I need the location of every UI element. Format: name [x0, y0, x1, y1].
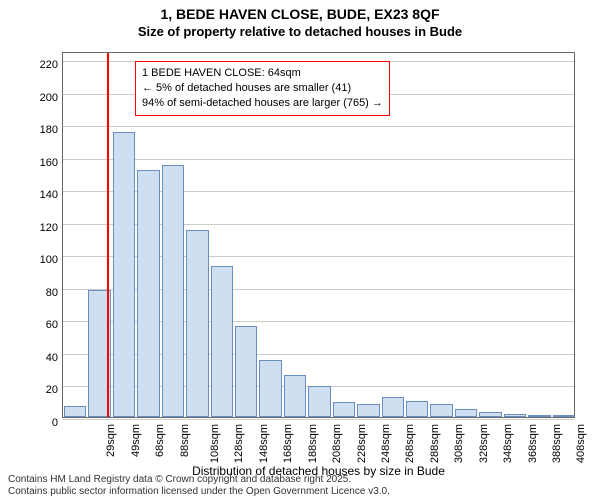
x-tick-label: 208sqm	[331, 424, 343, 463]
x-tick-label: 368sqm	[527, 424, 539, 463]
histogram-bar	[504, 414, 526, 417]
annot-line-3: 94% of semi-detached houses are larger (…	[142, 96, 383, 111]
histogram-bar	[235, 326, 257, 417]
y-tick-label: 220	[26, 59, 58, 71]
x-tick-label: 288sqm	[429, 424, 441, 463]
footer-attribution: Contains HM Land Registry data © Crown c…	[8, 474, 390, 498]
gridline	[63, 126, 574, 127]
histogram-bar	[528, 415, 550, 417]
y-tick-label: 80	[26, 287, 58, 299]
x-tick-label: 268sqm	[404, 424, 416, 463]
histogram-bar	[479, 412, 501, 417]
y-tick-label: 60	[26, 319, 58, 331]
x-tick-label: 128sqm	[233, 424, 245, 463]
x-tick-label: 348sqm	[502, 424, 514, 463]
x-tick-label: 328sqm	[478, 424, 490, 463]
gridline	[63, 159, 574, 160]
histogram-bar	[259, 360, 281, 417]
footer-line-1: Contains HM Land Registry data © Crown c…	[8, 474, 390, 486]
chart-container: 1, BEDE HAVEN CLOSE, BUDE, EX23 8QF Size…	[0, 0, 600, 500]
footer-line-2: Contains public sector information licen…	[8, 486, 390, 498]
annot-line-1: 1 BEDE HAVEN CLOSE: 64sqm	[142, 66, 383, 81]
chart-title-address: 1, BEDE HAVEN CLOSE, BUDE, EX23 8QF	[0, 6, 600, 22]
histogram-bar	[284, 375, 306, 417]
y-tick-label: 160	[26, 157, 58, 169]
x-tick-label: 68sqm	[154, 424, 166, 457]
histogram-bar	[308, 386, 330, 417]
histogram-bar	[211, 266, 233, 417]
x-tick-label: 308sqm	[453, 424, 465, 463]
annot-line-2: ← 5% of detached houses are smaller (41)	[142, 81, 383, 96]
x-tick-label: 248sqm	[380, 424, 392, 463]
x-tick-label: 108sqm	[209, 424, 221, 463]
x-tick-label: 88sqm	[179, 424, 191, 457]
y-tick-label: 180	[26, 124, 58, 136]
histogram-bar	[64, 406, 86, 417]
y-tick-label: 20	[26, 384, 58, 396]
property-marker-line	[107, 53, 109, 417]
histogram-bar	[333, 402, 355, 417]
histogram-bar	[406, 401, 428, 417]
histogram-bar	[113, 132, 135, 417]
y-tick-label: 140	[26, 189, 58, 201]
x-tick-label: 188sqm	[307, 424, 319, 463]
marker-annotation: 1 BEDE HAVEN CLOSE: 64sqm ← 5% of detach…	[135, 61, 390, 116]
title-block: 1, BEDE HAVEN CLOSE, BUDE, EX23 8QF Size…	[0, 0, 600, 39]
histogram-bar	[382, 397, 404, 417]
histogram-bar	[430, 404, 452, 417]
y-tick-label: 100	[26, 254, 58, 266]
histogram-bar	[553, 415, 575, 417]
histogram-bar	[186, 230, 208, 417]
gridline	[63, 419, 574, 420]
y-tick-label: 0	[26, 417, 58, 429]
x-tick-label: 148sqm	[258, 424, 270, 463]
histogram-bar	[357, 404, 379, 417]
y-tick-label: 200	[26, 92, 58, 104]
x-tick-label: 29sqm	[105, 424, 117, 457]
y-tick-label: 40	[26, 352, 58, 364]
histogram-bar	[162, 165, 184, 417]
x-tick-label: 228sqm	[356, 424, 368, 463]
histogram-bar	[455, 409, 477, 417]
chart-title-sub: Size of property relative to detached ho…	[0, 24, 600, 39]
x-tick-label: 168sqm	[282, 424, 294, 463]
x-tick-label: 408sqm	[575, 424, 587, 463]
histogram-bar	[137, 170, 159, 417]
x-tick-label: 49sqm	[130, 424, 142, 457]
y-tick-label: 120	[26, 222, 58, 234]
plot-area: 1 BEDE HAVEN CLOSE: 64sqm ← 5% of detach…	[62, 52, 575, 418]
x-tick-label: 388sqm	[551, 424, 563, 463]
